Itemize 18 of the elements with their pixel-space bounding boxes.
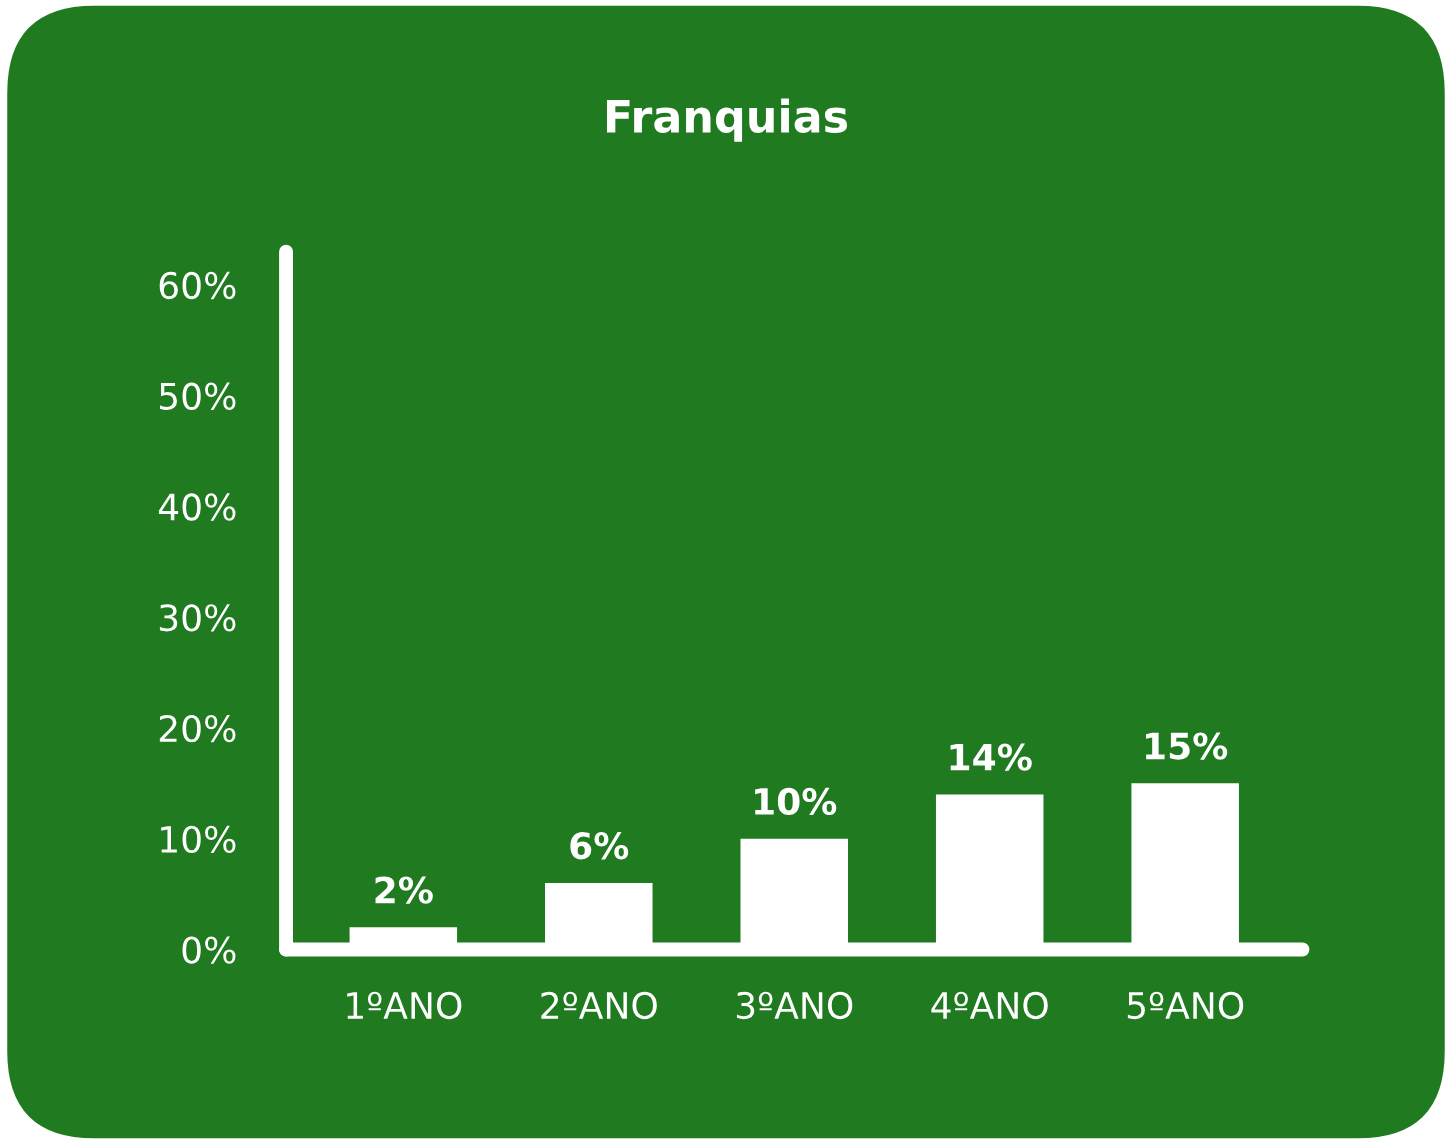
y-tick-label: 60% xyxy=(159,271,236,300)
x-tick-label: 3ºANO xyxy=(736,991,853,1020)
y-tick-label: 50% xyxy=(159,382,236,410)
x-tick-label: 4ºANO xyxy=(931,991,1048,1020)
y-tick-label: 40% xyxy=(158,493,236,521)
data-label: 10% xyxy=(755,787,837,816)
y-tick-label: 0% xyxy=(182,936,236,964)
x-tick-label: 1ºANO xyxy=(347,991,462,1020)
chart-title: Franquias xyxy=(606,98,847,142)
data-label: 15% xyxy=(1146,732,1228,760)
data-label: 14% xyxy=(950,743,1032,771)
y-tick-label: 10% xyxy=(161,825,236,853)
x-tick-label: 2ºANO xyxy=(541,991,657,1020)
data-label: 6% xyxy=(570,832,629,860)
x-tick-label: 5ºANO xyxy=(1127,991,1244,1020)
y-tick-label: 30% xyxy=(159,604,236,632)
data-label: 2% xyxy=(375,876,433,904)
y-tick-label: 20% xyxy=(159,714,236,743)
